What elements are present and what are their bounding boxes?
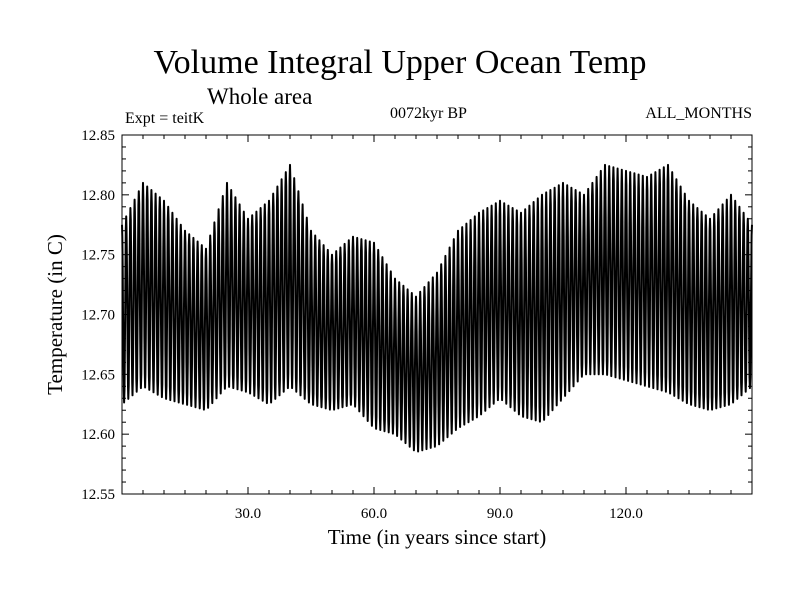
- months-label: ALL_MONTHS: [645, 105, 752, 122]
- y-tick-label: 12.80: [81, 188, 115, 204]
- x-tick-label: 60.0: [361, 506, 387, 522]
- y-axis-label: Temperature (in C): [43, 234, 67, 395]
- y-tick-label: 12.75: [81, 248, 115, 264]
- x-tick-label: 90.0: [487, 506, 513, 522]
- y-tick-labels: 12.55 12.60 12.65 12.70 12.75 12.80 12.85: [81, 128, 115, 503]
- x-tick-label: 30.0: [235, 506, 261, 522]
- x-axis-label: Time (in years since start): [328, 525, 547, 549]
- y-tick-label: 12.60: [81, 427, 115, 443]
- y-tick-label: 12.65: [81, 367, 115, 383]
- chart-title: Volume Integral Upper Ocean Temp: [153, 44, 647, 81]
- experiment-label: Expt = teitK: [125, 110, 205, 127]
- period-label: 0072kyr BP: [390, 105, 467, 122]
- y-tick-label: 12.70: [81, 308, 115, 324]
- y-tick-label: 12.85: [81, 128, 115, 144]
- temperature-series-line: [121, 163, 753, 453]
- x-tick-labels: 30.0 60.0 90.0 120.0: [235, 506, 643, 522]
- y-tick-label: 12.55: [81, 487, 115, 503]
- chart-subtitle: Whole area: [207, 84, 313, 109]
- x-tick-label: 120.0: [609, 506, 643, 522]
